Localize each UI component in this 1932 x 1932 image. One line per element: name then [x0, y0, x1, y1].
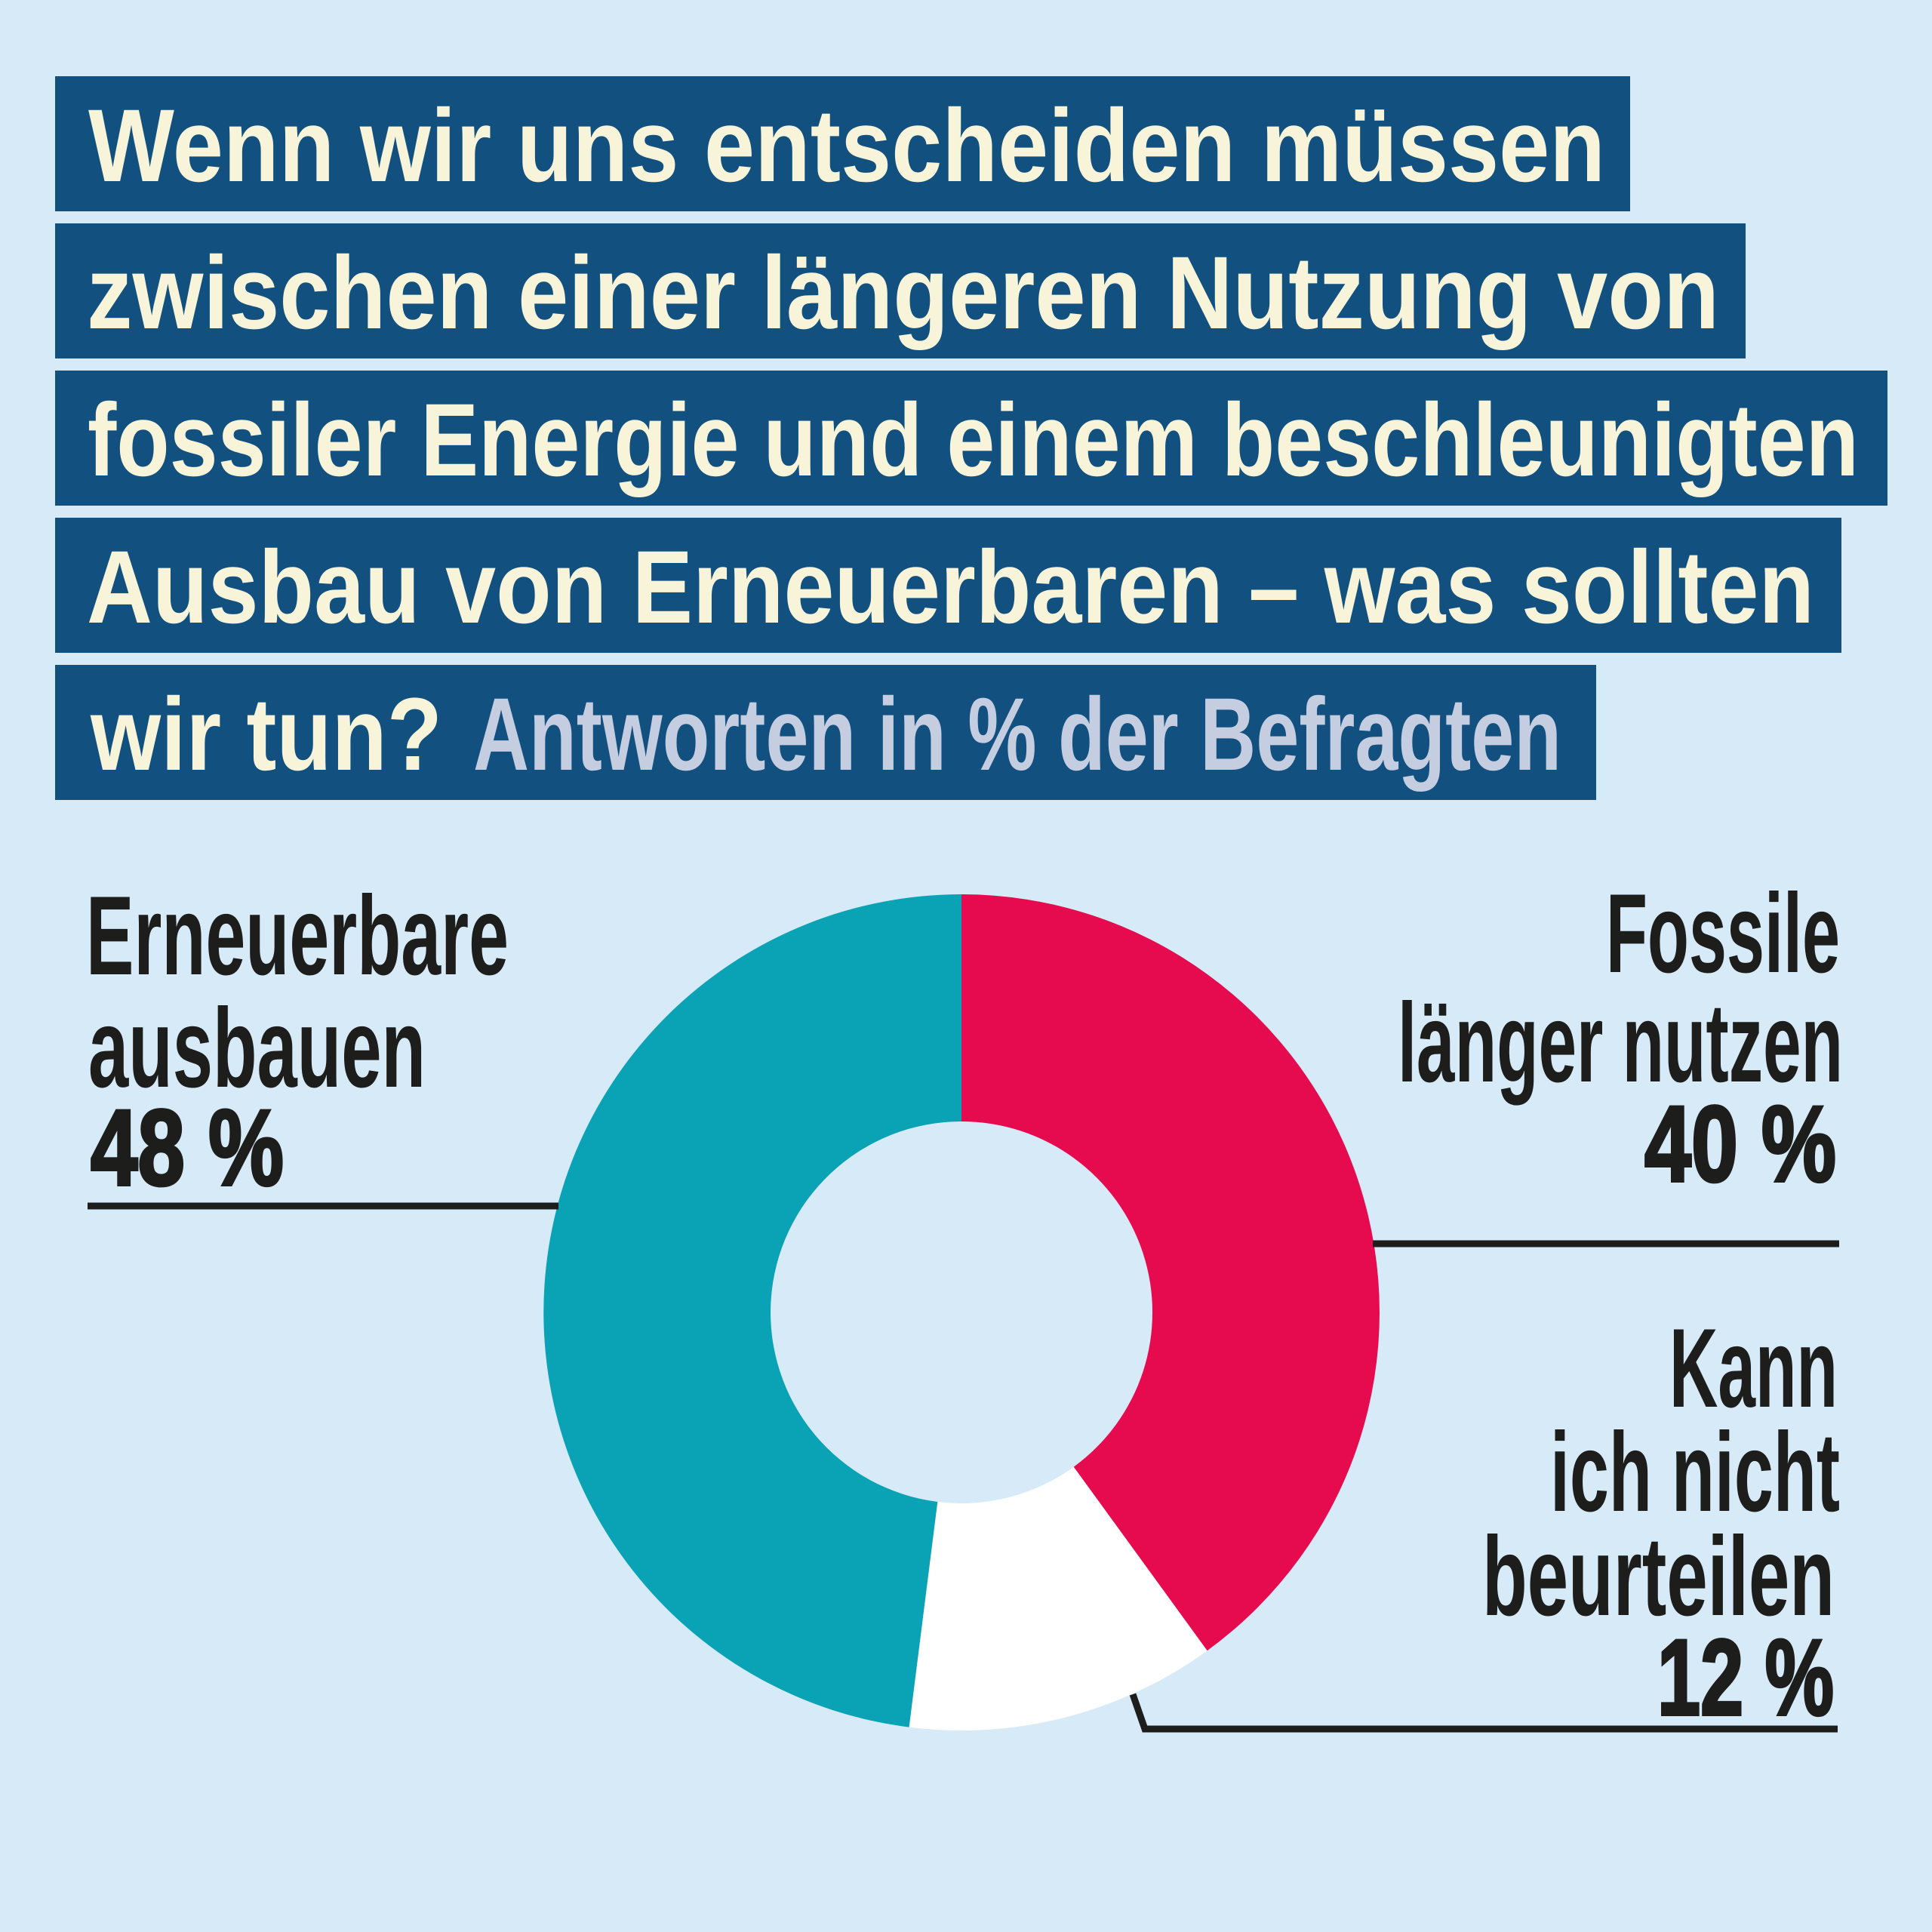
svg-text:Fossile: Fossile	[1606, 870, 1840, 996]
svg-text:fossiler Energie und einem bes: fossiler Energie und einem beschleunigte…	[88, 383, 1859, 498]
svg-text:Erneuerbare: Erneuerbare	[86, 872, 509, 998]
svg-text:zwischen einer längeren Nutzun: zwischen einer längeren Nutzung von	[87, 235, 1719, 351]
svg-text:Wenn wir uns entscheiden müsse: Wenn wir uns entscheiden müssen	[88, 88, 1605, 204]
svg-text:12 %: 12 %	[1657, 1618, 1834, 1738]
svg-text:Kann: Kann	[1669, 1305, 1838, 1431]
svg-text:Antworten in % der Befragten: Antworten in % der Befragten	[473, 677, 1561, 792]
svg-text:ich nicht: ich nicht	[1550, 1409, 1840, 1535]
svg-text:beurteilen: beurteilen	[1482, 1513, 1835, 1639]
svg-text:48 %: 48 %	[91, 1088, 284, 1208]
svg-text:ausbauen: ausbauen	[88, 985, 426, 1111]
svg-text:Ausbau von Erneuerbaren – was: Ausbau von Erneuerbaren – was sollten	[87, 530, 1814, 645]
svg-text:länger nutzen: länger nutzen	[1398, 980, 1843, 1106]
svg-text:40 %: 40 %	[1644, 1084, 1836, 1204]
svg-text:wir tun?: wir tun?	[90, 677, 442, 792]
